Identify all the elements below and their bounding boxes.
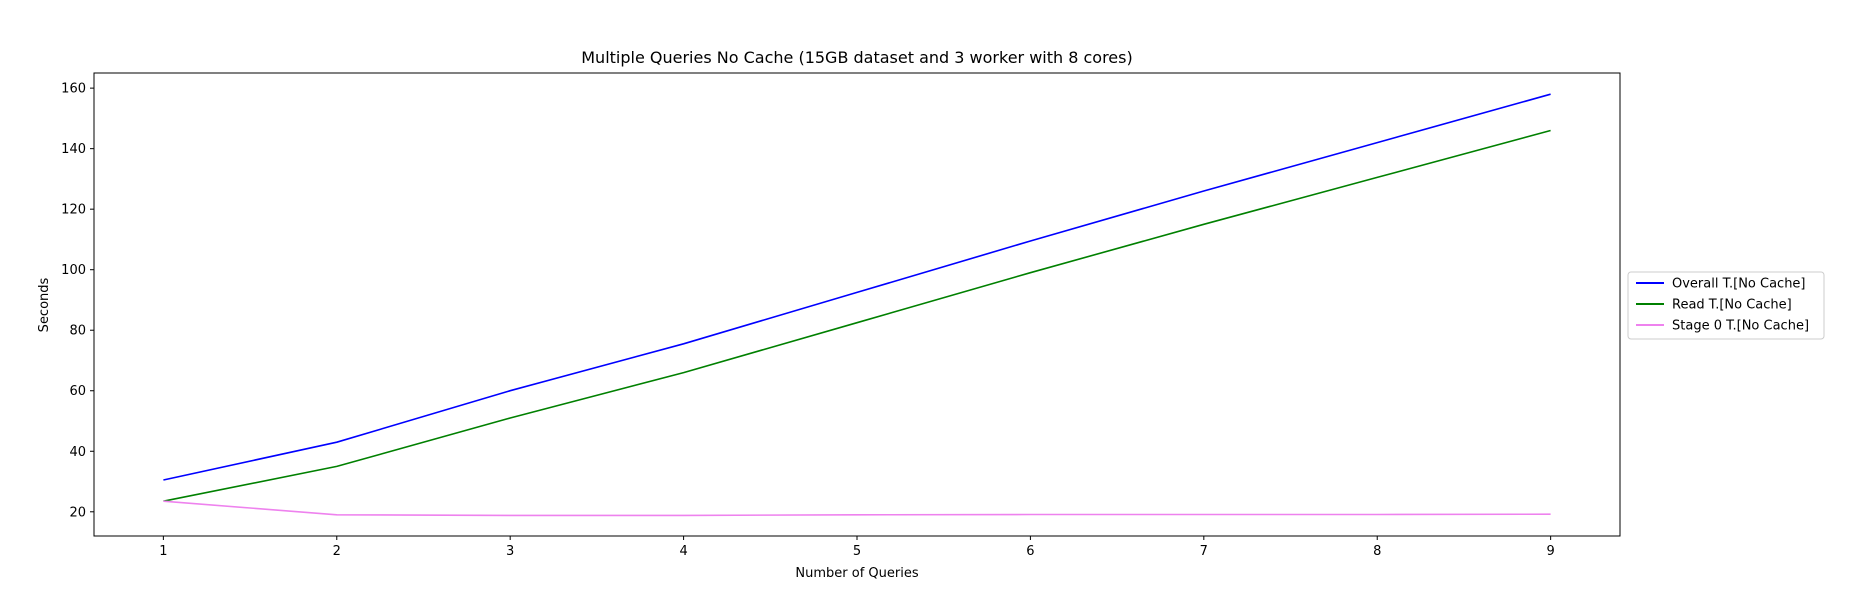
series-line-3 xyxy=(163,500,1551,517)
legend-frame xyxy=(1627,271,1825,340)
x-axis-label: Number of Queries xyxy=(795,566,918,581)
plot-area xyxy=(93,72,1621,537)
legend: Overall T.[No Cache] Read T.[No Cache] Sta… xyxy=(1627,271,1825,340)
chart-title: Multiple Queries No Cache (15GB dataset … xyxy=(581,48,1132,67)
x-tick-label: 3 xyxy=(506,544,514,559)
series-line-1 xyxy=(163,93,1551,481)
y-tick-label: 80 xyxy=(69,324,86,339)
x-tick-label: 2 xyxy=(333,544,341,559)
y-tick-label: 160 xyxy=(61,82,86,97)
x-tick-label: 9 xyxy=(1546,544,1554,559)
x-tick-label: 8 xyxy=(1373,544,1381,559)
y-tick-label: 100 xyxy=(61,263,86,278)
series-lines xyxy=(163,93,1551,517)
y-axis: 20 40 60 80 100 120 140 160 xyxy=(61,82,94,520)
legend-label-2: Read T.[No Cache] xyxy=(1672,298,1792,313)
y-tick-label: 120 xyxy=(61,203,86,218)
y-tick-label: 20 xyxy=(69,505,86,520)
legend-label-3: Stage 0 T.[No Cache] xyxy=(1672,319,1809,334)
x-tick-label: 7 xyxy=(1200,544,1208,559)
x-tick-label: 6 xyxy=(1026,544,1034,559)
y-axis-label: Seconds xyxy=(37,277,52,332)
series-line-2 xyxy=(163,129,1551,502)
legend-label-1: Overall T.[No Cache] xyxy=(1672,277,1806,292)
x-tick-label: 1 xyxy=(159,544,167,559)
x-tick-label: 4 xyxy=(679,544,687,559)
y-tick-label: 140 xyxy=(61,142,86,157)
x-tick-label: 5 xyxy=(853,544,861,559)
y-tick-label: 40 xyxy=(69,445,86,460)
y-tick-label: 60 xyxy=(69,384,86,399)
x-axis: 1 2 3 4 5 6 7 8 9 xyxy=(159,536,1555,559)
